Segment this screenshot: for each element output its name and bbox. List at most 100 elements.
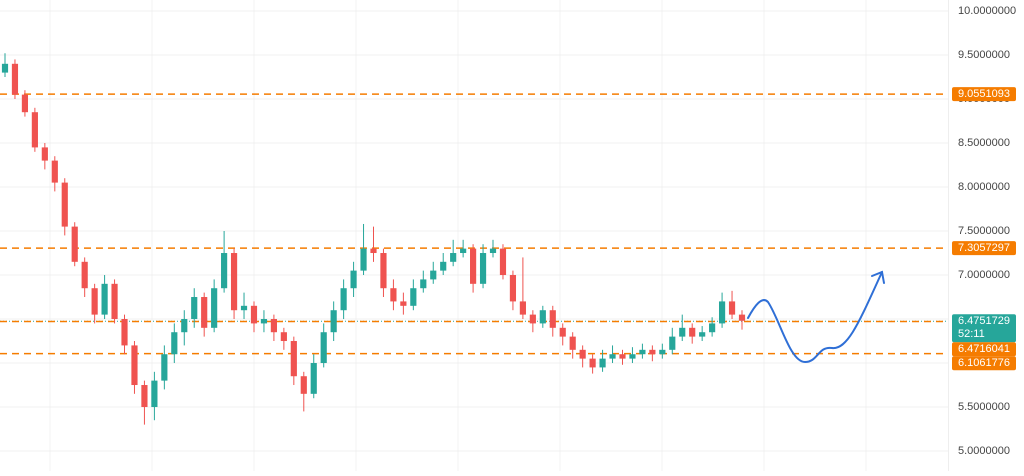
candle-body (619, 354, 626, 359)
candle-body (201, 297, 208, 328)
candle-body (260, 319, 268, 324)
y-tick-label: 10.0000000 (958, 5, 1016, 17)
y-tick-label: 5.0000000 (958, 445, 1010, 457)
candle-body (91, 288, 98, 315)
candle-body (559, 327, 566, 337)
candle-body (470, 248, 477, 284)
candle-body (718, 301, 726, 324)
projection-curve (747, 271, 883, 364)
candle-body (380, 253, 387, 289)
candle-body (430, 270, 437, 280)
level-label: 6.4716041 (958, 343, 1010, 355)
candle-body (41, 147, 48, 161)
candle-body (11, 63, 19, 95)
candle-body (151, 380, 158, 408)
candle-body (51, 160, 58, 183)
candle-body (101, 283, 108, 315)
candle-body (230, 253, 238, 311)
candle-body (569, 336, 576, 350)
y-tick-label: 7.5000000 (958, 225, 1010, 237)
candle-body (370, 248, 377, 254)
level-label: 7.3057297 (958, 242, 1010, 254)
candle-body (121, 319, 128, 346)
candle-body (579, 349, 586, 359)
candle-body (649, 349, 656, 355)
candle-body (280, 332, 287, 342)
y-tick-label: 5.5000000 (958, 401, 1010, 413)
candle-body (240, 305, 248, 311)
candle-body (539, 310, 546, 324)
candle-body (111, 283, 118, 320)
candle-body (509, 275, 517, 302)
y-tick-label: 9.5000000 (958, 49, 1010, 61)
candle-body (340, 288, 347, 311)
candle-body (460, 248, 467, 254)
candle-body (221, 253, 228, 289)
level-label-box (952, 87, 1016, 102)
candle-body (310, 363, 317, 394)
candle-body (499, 248, 507, 276)
candle-body (629, 354, 636, 359)
level-label-box (952, 356, 1016, 371)
candle-body (181, 319, 188, 333)
candle-body (639, 349, 646, 355)
candle-body (71, 226, 78, 262)
candle-body (330, 310, 337, 333)
candle-body (689, 327, 696, 337)
level-label-box (952, 241, 1016, 256)
candle-body (290, 341, 297, 377)
candle-body (679, 327, 686, 337)
candle-body (529, 314, 536, 324)
candle-body (350, 270, 357, 289)
candle-body (250, 305, 258, 324)
candle-body (171, 332, 178, 355)
candle-body (450, 253, 457, 262)
candle-body (728, 301, 736, 315)
candle-body (1, 63, 9, 73)
levels (0, 93, 948, 355)
candle-body (738, 314, 746, 321)
candle-body (161, 354, 168, 381)
current-price-box (952, 314, 1016, 343)
candle-body (270, 319, 277, 333)
candle-body (390, 288, 397, 302)
candle-body (479, 253, 487, 284)
candle-body (599, 358, 606, 368)
candle-body (420, 279, 427, 289)
candle-body (31, 112, 38, 148)
candle-body (440, 261, 447, 271)
countdown-label: 52:11 (958, 328, 985, 340)
candle-body (410, 288, 417, 306)
candle-body (300, 376, 307, 394)
candle-body (141, 385, 148, 408)
candle-body (400, 301, 407, 306)
projection-arrow (871, 270, 885, 284)
candle-body (659, 349, 666, 355)
y-tick-label: 8.0000000 (958, 181, 1010, 193)
candle-body (360, 248, 367, 271)
candle-body (699, 332, 706, 337)
candles (1, 53, 746, 425)
candle-body (589, 358, 596, 368)
candle-body (61, 182, 68, 227)
y-tick-label: 8.5000000 (958, 137, 1010, 149)
level-label: 9.0551093 (958, 88, 1010, 100)
candle-body (211, 288, 218, 328)
axis-labels: 5.00000005.50000006.00000006.50000007.00… (952, 5, 1016, 457)
candle-body (81, 261, 88, 289)
projection-drawing (747, 270, 885, 364)
y-tick-label: 7.0000000 (958, 269, 1010, 281)
level-label-box (952, 342, 1016, 357)
current-price-label: 6.4751729 (958, 315, 1010, 327)
candle-body (709, 323, 716, 333)
candle-body (320, 332, 327, 364)
candle-body (549, 310, 556, 328)
candle-body (21, 94, 29, 113)
candle-body (669, 336, 676, 350)
candle-body (609, 354, 616, 359)
candle-body (131, 345, 138, 386)
candle-body (489, 248, 497, 254)
candle-body (519, 301, 526, 315)
